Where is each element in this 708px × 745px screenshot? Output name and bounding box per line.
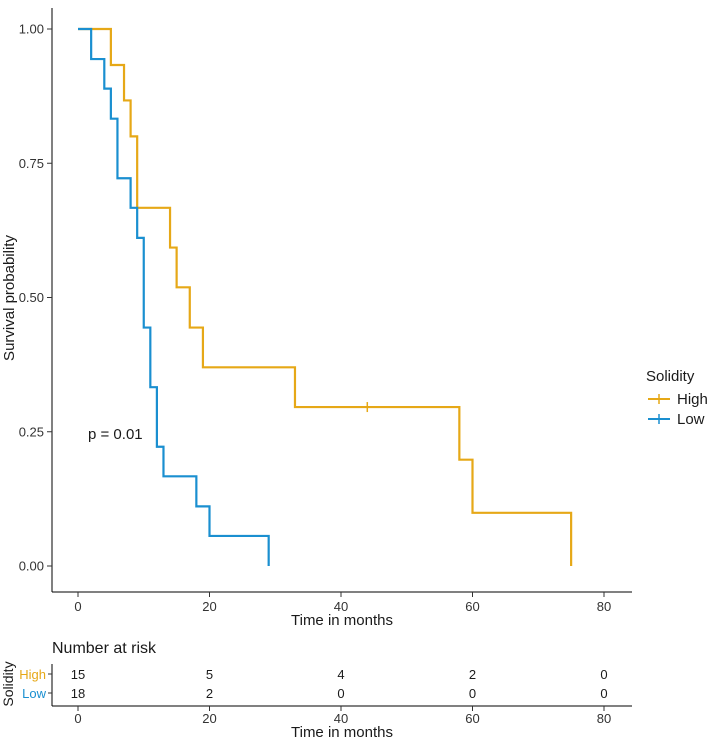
risk-x-tick-label: 80 <box>597 711 611 726</box>
y-tick-label: 1.00 <box>19 22 44 37</box>
x-tick-label: 80 <box>597 599 611 614</box>
survival-curve-high <box>78 27 573 566</box>
risk-table-title: Number at risk <box>52 640 157 657</box>
risk-table-ylabel: Solidity <box>0 661 16 706</box>
x-tick-label: 20 <box>202 599 216 614</box>
legend-label-low: Low <box>677 411 705 428</box>
risk-count: 0 <box>600 686 607 701</box>
x-tick-label: 40 <box>334 599 348 614</box>
x-tick-label: 60 <box>465 599 479 614</box>
risk-x-axis-ticks: 0 20 40 60 80 <box>74 706 611 726</box>
risk-x-tick-label: 40 <box>334 711 348 726</box>
x-axis-title: Time in months <box>291 612 393 629</box>
risk-count: 5 <box>206 667 213 682</box>
risk-count: 0 <box>600 667 607 682</box>
risk-row-label-high: High <box>19 667 46 682</box>
legend-title: Solidity <box>646 368 695 385</box>
risk-x-axis-title: Time in months <box>291 724 393 740</box>
legend-item-low: Low <box>648 411 705 428</box>
legend: Solidity High Low <box>646 368 708 428</box>
risk-count: 0 <box>469 686 476 701</box>
risk-x-tick-label: 0 <box>74 711 81 726</box>
main-plot: 0.000.250.500.751.00 0 20 40 60 80 p = 0.01 … <box>1 8 632 629</box>
y-tick-label: 0.25 <box>19 424 44 439</box>
survival-curve-low <box>78 27 270 566</box>
risk-count: 18 <box>71 686 85 701</box>
x-axis-ticks: 0 20 40 60 80 <box>74 592 611 614</box>
y-tick-label: 0.75 <box>19 156 44 171</box>
y-tick-label: 0.50 <box>19 290 44 305</box>
legend-label-high: High <box>677 391 708 408</box>
risk-count: 15 <box>71 667 85 682</box>
risk-row-label-low: Low <box>22 686 46 701</box>
x-tick-label: 0 <box>74 599 81 614</box>
risk-count: 2 <box>469 667 476 682</box>
risk-table-rows: High 15 5 4 2 0 Low 18 2 0 0 0 <box>19 667 607 701</box>
risk-count: 0 <box>337 686 344 701</box>
risk-count: 4 <box>337 667 344 682</box>
legend-item-high: High <box>648 391 708 408</box>
y-tick-label: 0.00 <box>19 559 44 574</box>
risk-x-tick-label: 60 <box>465 711 479 726</box>
y-axis-ticks: 0.00 0.25 0.50 0.75 1.00 <box>19 22 52 574</box>
risk-count: 2 <box>206 686 213 701</box>
survival-curves <box>78 27 573 566</box>
risk-x-tick-label: 20 <box>202 711 216 726</box>
p-value-annotation: p = 0.01 <box>88 426 143 443</box>
y-axis-title: Survival probability <box>1 235 18 361</box>
